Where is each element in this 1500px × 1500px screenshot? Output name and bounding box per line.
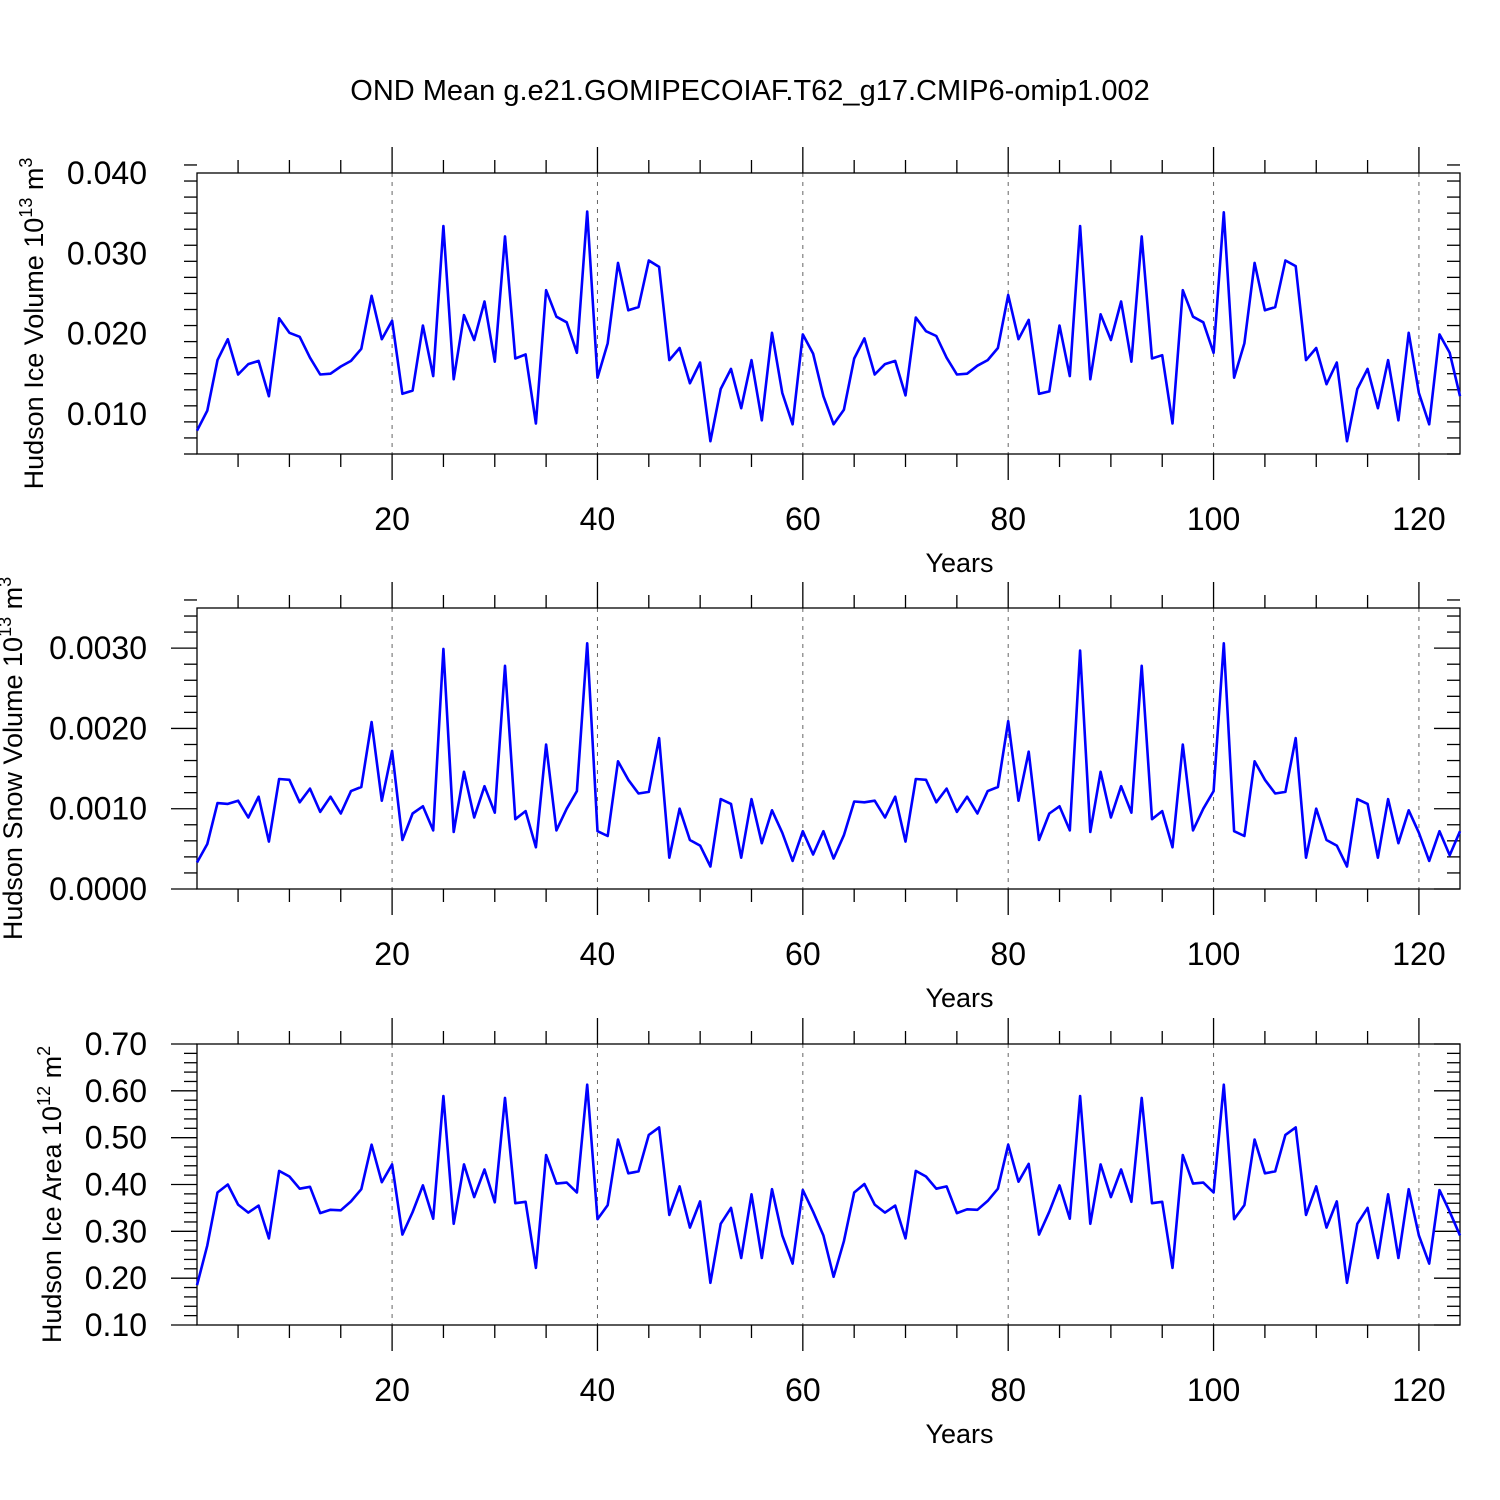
y-tick-label: 0.0030 (49, 630, 147, 666)
chart-panel-snow-volume: 20 40 60 80 100 120 0.0000 0.0010 0.0020 0.0030 Ye… (0, 577, 1462, 1013)
x-tick-label: 40 (580, 936, 616, 972)
x-tick-label: 120 (1392, 936, 1445, 972)
x-tick-label: 100 (1187, 501, 1240, 537)
chart-panel-ice-volume: 20 40 60 80 100 120 0.010 0.020 0.030 0.040 Years H… (16, 147, 1462, 578)
x-tick-label: 20 (374, 501, 410, 537)
x-tick-label: 60 (785, 1372, 821, 1408)
y-tick-label: 0.70 (85, 1026, 147, 1062)
series-line-ice-volume (195, 210, 1462, 443)
x-tick-label: 40 (580, 501, 616, 537)
series-line-ice-area (195, 1083, 1462, 1286)
x-tick-label: 60 (785, 936, 821, 972)
chart-panel-ice-area: 20 40 60 80 100 120 0.10 0.20 0.30 0.40 0.50 0.60 0.… (34, 1018, 1462, 1449)
y-axis-title: Hudson Ice Volume 1013 m3 (16, 158, 49, 490)
plot-frame (196, 607, 1461, 890)
y-tick-label: 0.10 (85, 1307, 147, 1343)
y-tick-label: 0.030 (67, 235, 147, 271)
page-title: OND Mean g.e21.GOMIPECOIAF.T62_g17.CMIP6… (350, 75, 1149, 107)
y-axis-title: Hudson Ice Area 1012 m2 (34, 1046, 67, 1343)
y-tick-label: 0.020 (67, 316, 147, 352)
series-line-snow-volume (195, 641, 1462, 868)
y-tick-label: 0.010 (67, 396, 147, 432)
x-tick-label: 80 (990, 501, 1026, 537)
panels: 20 40 60 80 100 120 0.010 0.020 0.030 0.040 Years H… (0, 147, 1462, 1449)
plot-frame (196, 1043, 1461, 1326)
y-tick-label: 0.0020 (49, 710, 147, 746)
x-tick-label: 20 (374, 1372, 410, 1408)
y-tick-label: 0.40 (85, 1167, 147, 1203)
x-tick-label: 20 (374, 936, 410, 972)
plot-frame (196, 172, 1461, 455)
y-tick-label: 0.20 (85, 1260, 147, 1296)
y-tick-label: 0.040 (67, 155, 147, 191)
x-tick-label: 120 (1392, 501, 1445, 537)
y-tick-label: 0.60 (85, 1073, 147, 1109)
x-axis-title: Years (925, 548, 993, 578)
y-axis-title: Hudson Snow Volume 1013 m3 (0, 577, 28, 940)
y-tick-label: 0.30 (85, 1213, 147, 1249)
x-tick-label: 100 (1187, 1372, 1240, 1408)
y-tick-label: 0.0000 (49, 871, 147, 907)
x-tick-label: 120 (1392, 1372, 1445, 1408)
x-axis-title: Years (925, 1419, 993, 1449)
x-tick-label: 100 (1187, 936, 1240, 972)
y-tick-label: 0.0010 (49, 791, 147, 827)
x-tick-label: 40 (580, 1372, 616, 1408)
x-axis-title: Years (925, 983, 993, 1013)
x-tick-label: 80 (990, 936, 1026, 972)
x-tick-label: 80 (990, 1372, 1026, 1408)
x-tick-label: 60 (785, 501, 821, 537)
y-tick-label: 0.50 (85, 1120, 147, 1156)
